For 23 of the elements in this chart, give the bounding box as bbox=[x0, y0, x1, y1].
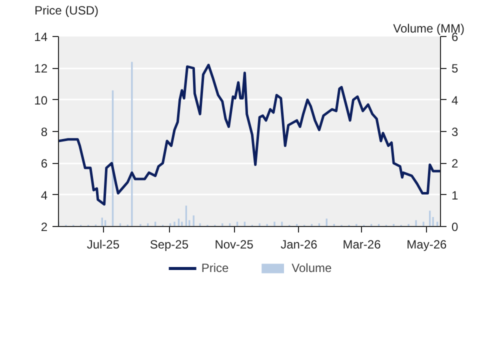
y-tick-label: 2 bbox=[40, 220, 48, 234]
y2-tick-label: 0 bbox=[452, 220, 458, 234]
x-tick-label: Sep-25 bbox=[150, 238, 189, 252]
y-axis-title: Price (USD) bbox=[34, 4, 99, 18]
y2-tick-label: 3 bbox=[452, 125, 458, 139]
x-tick-label: May-26 bbox=[406, 238, 447, 252]
y2-axis-title: Volume (MM) bbox=[393, 22, 465, 36]
y-tick-label: 8 bbox=[40, 125, 48, 139]
y2-tick-label: 2 bbox=[452, 156, 458, 171]
y2-tick-label: 5 bbox=[452, 62, 458, 76]
x-tick-label: Jul-25 bbox=[86, 238, 120, 252]
legend-label: Price bbox=[201, 261, 229, 275]
x-tick-label: Jan-26 bbox=[280, 238, 318, 252]
x-tick-label: Nov-25 bbox=[214, 238, 254, 252]
y2-tick-label: 4 bbox=[452, 93, 458, 108]
x-tick-label: Mar-26 bbox=[342, 238, 382, 252]
y-tick-label: 6 bbox=[40, 156, 48, 171]
y-tick-label: 10 bbox=[34, 93, 48, 108]
y-tick-label: 12 bbox=[34, 62, 48, 76]
y2-tick-label: 1 bbox=[452, 188, 458, 202]
y-tick-label: 14 bbox=[34, 30, 48, 44]
legend-label: Volume bbox=[292, 261, 332, 275]
y-tick-label: 4 bbox=[40, 188, 48, 202]
